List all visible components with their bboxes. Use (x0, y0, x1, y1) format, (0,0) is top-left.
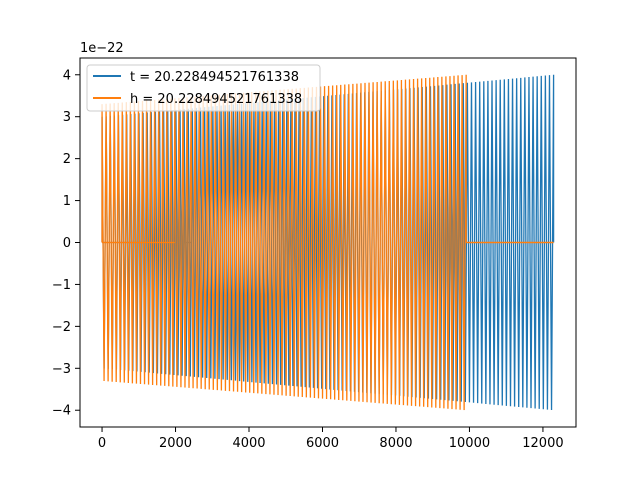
x-tick-label: 10000 (449, 436, 490, 451)
x-tick-label: 2000 (159, 436, 192, 451)
legend: t = 20.228494521761338 h = 20.2284945217… (86, 64, 321, 112)
legend-label-h: h = 20.228494521761338 (130, 92, 302, 107)
x-tick-label: 6000 (306, 436, 339, 451)
y-tick-label: −1 (52, 278, 71, 293)
y-tick-label: 2 (63, 152, 71, 167)
y-tick-label: 0 (63, 236, 71, 251)
x-tick-label: 12000 (522, 436, 563, 451)
x-tick-label: 8000 (379, 436, 412, 451)
legend-box (86, 64, 321, 112)
x-tick-label: 0 (98, 436, 106, 451)
y-tick-label: 3 (63, 110, 71, 125)
legend-label-t: t = 20.228494521761338 (130, 70, 299, 85)
y-tick-label: 1 (63, 194, 71, 209)
y-offset-text: 1e−22 (80, 41, 124, 56)
y-tick-label: −2 (52, 320, 71, 335)
y-tick-label: −4 (52, 404, 71, 419)
x-axis: 0 2000 4000 6000 8000 10000 12000 (98, 427, 564, 451)
x-tick-label: 4000 (232, 436, 265, 451)
y-axis: −4 −3 −2 −1 0 1 2 3 4 (52, 68, 80, 419)
y-tick-label: −3 (52, 362, 71, 377)
y-tick-label: 4 (63, 68, 71, 83)
